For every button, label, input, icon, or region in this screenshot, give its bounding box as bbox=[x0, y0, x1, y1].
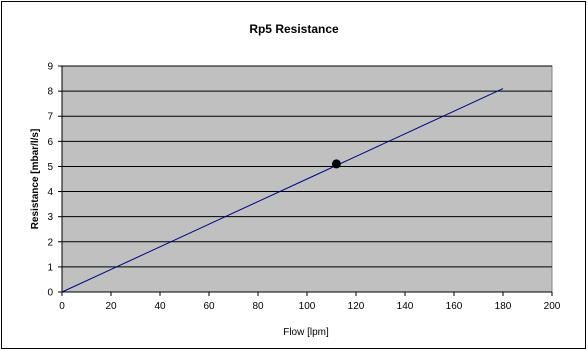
series-layer bbox=[61, 88, 504, 293]
y-tick-label-8: 8 bbox=[47, 87, 53, 98]
x-tick-label-100: 100 bbox=[299, 301, 316, 312]
x-tick-label-160: 160 bbox=[446, 301, 463, 312]
chart-title: Rp5 Resistance bbox=[249, 22, 339, 36]
data-point-1-0 bbox=[331, 159, 341, 169]
x-tick-label-200: 200 bbox=[544, 301, 561, 312]
series-line-0 bbox=[61, 88, 504, 293]
x-tick-label-140: 140 bbox=[397, 301, 414, 312]
y-tick-label-2: 2 bbox=[47, 237, 53, 248]
grid-lines bbox=[62, 65, 552, 268]
y-tick-label-4: 4 bbox=[47, 187, 53, 198]
y-tick-label-7: 7 bbox=[47, 112, 53, 123]
x-tick-label-120: 120 bbox=[348, 301, 365, 312]
y-tick-label-6: 6 bbox=[47, 137, 53, 148]
x-tick-label-0: 0 bbox=[59, 301, 65, 312]
x-tick-label-60: 60 bbox=[203, 301, 215, 312]
axes bbox=[58, 65, 553, 296]
y-tick-label-1: 1 bbox=[47, 262, 53, 273]
y-tick-label-9: 9 bbox=[47, 62, 53, 73]
y-tick-label-5: 5 bbox=[47, 162, 53, 173]
y-axis-title: Resistance [mbar/l/s] bbox=[30, 129, 41, 230]
x-tick-label-40: 40 bbox=[154, 301, 166, 312]
x-tick-label-80: 80 bbox=[252, 301, 264, 312]
x-tick-label-20: 20 bbox=[105, 301, 117, 312]
tick-labels: 0 1 2 3 4 5 6 7 8 9 0 20 40 60 80 100 120 140 160 180 200 bbox=[47, 62, 560, 313]
x-axis-title: Flow [lpm] bbox=[283, 327, 329, 338]
x-tick-label-180: 180 bbox=[495, 301, 512, 312]
y-tick-label-0: 0 bbox=[47, 288, 53, 299]
y-tick-label-3: 3 bbox=[47, 212, 53, 223]
